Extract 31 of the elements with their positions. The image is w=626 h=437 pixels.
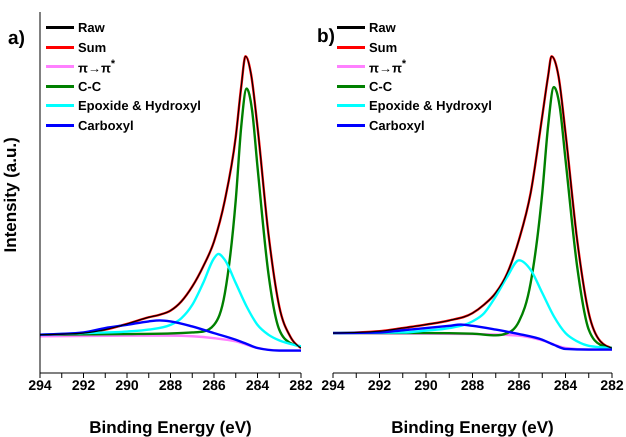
x-tick-label: 284	[246, 376, 270, 393]
legend-label: Raw	[369, 20, 396, 36]
x-tick-label: 286	[202, 376, 226, 393]
legend-label: Epoxide & Hydroxyl	[78, 98, 201, 114]
legend-label: π→π$^{*}$	[369, 58, 406, 76]
legend-label: C-C	[369, 78, 392, 94]
legend-label: Raw	[78, 20, 105, 36]
text: a)	[8, 28, 25, 49]
legend-label: Sum	[78, 40, 106, 55]
x-tick-label: 294	[28, 376, 52, 393]
x-tick-label: 288	[158, 376, 182, 393]
legend-label: Epoxide & Hydroxyl	[369, 98, 492, 114]
x-tick-label: 288	[460, 376, 484, 393]
legend-label: Carboxyl	[369, 118, 425, 133]
x-axis-title: Binding Energy (eV)	[391, 418, 554, 437]
y-axis-title: Intensity (a.u.)	[1, 137, 20, 252]
x-tick-label: 282	[289, 376, 313, 393]
x-tick-label: 290	[414, 376, 438, 393]
x-tick-label: 294	[321, 376, 345, 393]
x-tick-label: 282	[600, 376, 624, 393]
legend-label: Sum	[369, 40, 398, 55]
legend-label: Carboxyl	[78, 118, 134, 133]
text: b)	[317, 26, 335, 47]
legend-label: C-C	[78, 78, 102, 94]
x-axis-title: Binding Energy (eV)	[89, 418, 252, 437]
x-tick-label: 286	[507, 376, 531, 393]
legend-label: π→π$^{*}$	[78, 58, 116, 76]
x-tick-label: 292	[72, 376, 96, 393]
x-tick-label: 284	[554, 376, 578, 393]
x-tick-label: 290	[115, 376, 139, 393]
x-tick-label: 292	[368, 376, 392, 393]
